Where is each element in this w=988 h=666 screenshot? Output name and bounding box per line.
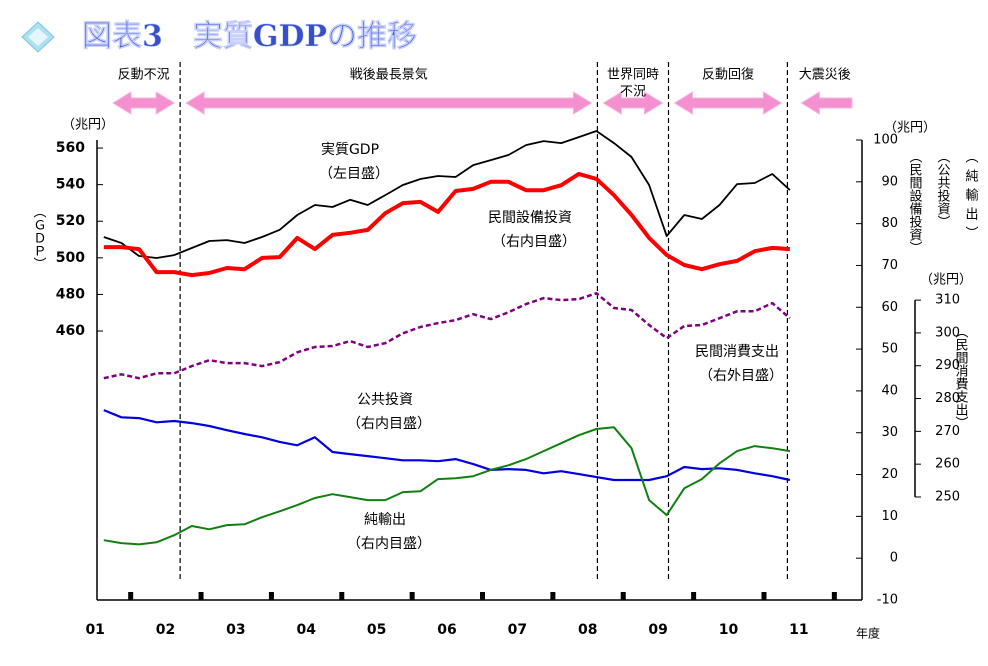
y-tick-label: 480: [56, 286, 85, 302]
y2-tick-label: 70: [881, 258, 898, 273]
y-tick-label: 560: [56, 140, 85, 156]
period-label: 戦後最長景気: [350, 67, 428, 83]
y2-tick-label: 10: [881, 509, 898, 524]
y2-tick-label: 80: [881, 216, 898, 231]
y3-tick-label: 270: [935, 424, 960, 439]
series-label: 民間設備投資: [488, 210, 572, 226]
y2-tick-label: 0: [890, 551, 898, 566]
y3-tick-label: 310: [935, 293, 960, 308]
y-label: （ＧＤＰ）: [31, 205, 47, 270]
y3-tick-label: 290: [935, 358, 960, 373]
x-tick: [128, 592, 134, 600]
x-tick: [691, 592, 697, 600]
series-line: [103, 426, 791, 546]
series-label: 実質GDP: [321, 142, 379, 158]
x-tick: [550, 592, 556, 600]
x-tick-label: 01: [85, 622, 104, 638]
series-note: （右内目盛）: [347, 416, 431, 432]
period-label: 反動不況: [118, 68, 170, 83]
y3-tick-label: 280: [935, 391, 960, 406]
period-arrow: [800, 91, 853, 115]
y2-tick-label: 40: [881, 383, 898, 398]
y2-label: （純輸出）: [963, 150, 979, 245]
y-tick-label: 500: [56, 250, 85, 266]
y3-tick-label: 300: [935, 325, 960, 340]
series-note: （右内目盛）: [492, 234, 576, 250]
series-label: 民間消費支出: [695, 344, 779, 360]
y2-tick-label: 90: [881, 174, 898, 189]
series-line: [103, 409, 791, 482]
series-note: （右外目盛）: [699, 368, 783, 384]
series-line: [103, 291, 791, 380]
period-arrow: [112, 91, 176, 115]
x-tick: [339, 592, 345, 600]
y2-unit: （兆円）: [884, 121, 936, 136]
x-tick-label: 04: [297, 622, 317, 638]
series-note: （左目盛）: [319, 166, 389, 182]
x-tick: [620, 592, 626, 600]
x-tick: [268, 592, 274, 600]
period-arrow: [673, 91, 783, 115]
chart-title: 図表3 実質GDPの推移: [82, 19, 417, 54]
y2-label: （公共投資）: [935, 150, 951, 228]
series-line: [103, 171, 791, 278]
x-tick-label: 11: [789, 622, 808, 638]
y2-tick-label: -10: [877, 593, 898, 608]
period-label: 不況: [620, 85, 646, 100]
y2-tick-label: 30: [881, 425, 898, 440]
x-tick: [761, 592, 767, 600]
y-tick-label: 540: [56, 177, 85, 193]
x-tick-label: 07: [508, 622, 527, 638]
period-arrow: [602, 91, 664, 115]
series-line: [103, 130, 791, 259]
y3-tick-label: 250: [935, 489, 960, 504]
x-unit: 年度: [856, 626, 880, 641]
series-label: 純輸出: [364, 512, 406, 528]
y2-tick-label: 50: [881, 342, 898, 357]
x-tick-label: 08: [578, 622, 597, 638]
y2-tick-label: 20: [881, 467, 898, 482]
y-unit: （兆円）: [62, 118, 114, 133]
y-tick-label: 520: [56, 213, 85, 229]
y2-label: （民間設備投資）: [907, 150, 923, 254]
y3-label: （民間消費支出）: [953, 325, 969, 429]
period-label: 世界同時: [607, 68, 659, 83]
series-note: （右内目盛）: [347, 536, 431, 552]
x-tick: [831, 592, 837, 600]
period-label: 大震災後: [799, 68, 851, 83]
x-tick: [409, 592, 415, 600]
y3-tick-label: 260: [935, 457, 960, 472]
x-tick-label: 06: [437, 622, 456, 638]
y2-tick-label: 100: [873, 133, 898, 148]
x-tick-label: 02: [156, 622, 175, 638]
x-tick-label: 09: [648, 622, 667, 638]
series-label: 公共投資: [357, 392, 413, 408]
x-tick-label: 05: [367, 622, 386, 638]
period-arrow: [185, 91, 593, 115]
x-tick: [480, 592, 486, 600]
y3-unit: （兆円）: [920, 273, 972, 288]
y-tick-label: 460: [56, 323, 85, 339]
x-tick-label: 03: [226, 622, 245, 638]
period-label: 反動回復: [702, 67, 754, 83]
x-tick: [198, 592, 204, 600]
title-icon-inner: [28, 28, 48, 46]
y2-tick-label: 60: [881, 300, 898, 315]
x-tick-label: 10: [719, 622, 739, 638]
